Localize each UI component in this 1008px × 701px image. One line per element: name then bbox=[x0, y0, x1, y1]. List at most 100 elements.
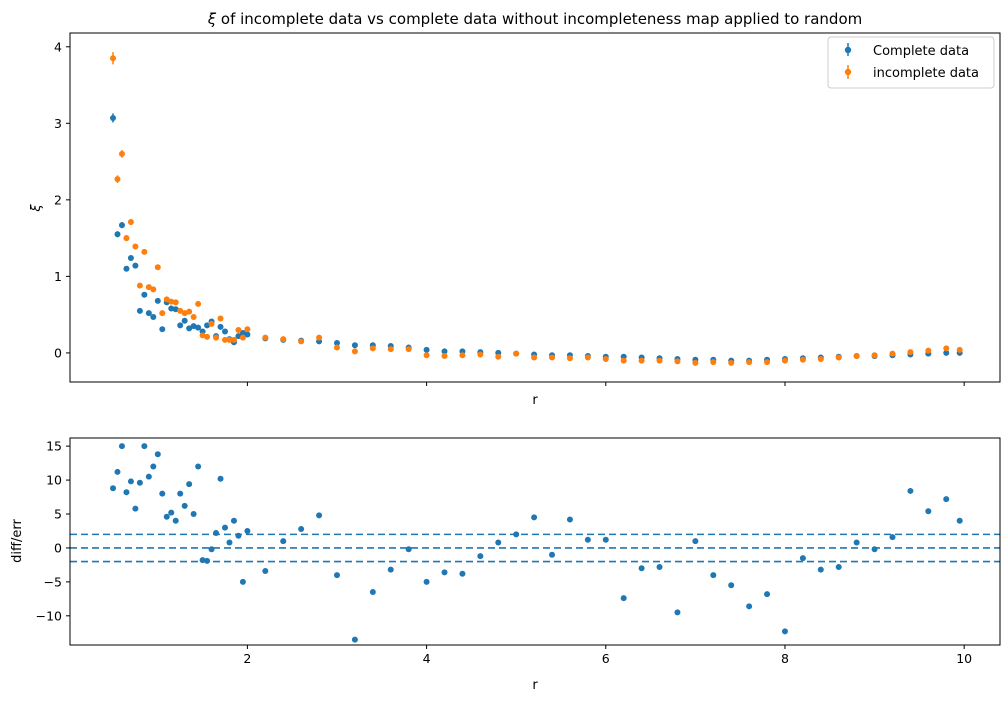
point-incomplete bbox=[746, 359, 753, 366]
point-diff bbox=[602, 536, 609, 543]
point-diff bbox=[405, 546, 412, 553]
point-diff bbox=[168, 509, 175, 516]
point-incomplete bbox=[172, 299, 179, 306]
point-diff bbox=[799, 555, 806, 562]
point-incomplete bbox=[141, 248, 148, 255]
point-diff bbox=[186, 481, 193, 488]
bottom-chart: 2 4 6 8 10 −10 −5 0 5 10 15 r diff/err bbox=[10, 437, 1001, 693]
point-diff bbox=[495, 539, 502, 546]
point-diff bbox=[369, 589, 376, 596]
point-incomplete bbox=[692, 359, 699, 366]
point-diff bbox=[531, 514, 538, 521]
bottom-x-tick-label: 8 bbox=[781, 651, 789, 666]
bottom-y-tick-label: 10 bbox=[46, 473, 62, 488]
point-complete bbox=[110, 114, 117, 121]
point-incomplete bbox=[387, 346, 394, 353]
point-diff bbox=[235, 532, 242, 539]
point-diff bbox=[351, 636, 358, 643]
bottom-x-tick-label: 6 bbox=[602, 651, 610, 666]
point-incomplete bbox=[495, 353, 502, 360]
point-diff bbox=[853, 539, 860, 546]
point-complete bbox=[222, 328, 228, 335]
point-diff bbox=[441, 569, 448, 576]
point-incomplete bbox=[907, 349, 914, 356]
top-chart: ξ of incomplete data vs complete data wi… bbox=[29, 10, 1001, 408]
point-incomplete bbox=[195, 300, 202, 307]
point-incomplete bbox=[925, 347, 932, 354]
point-complete bbox=[114, 231, 121, 238]
point-incomplete bbox=[441, 352, 448, 359]
point-complete bbox=[168, 305, 175, 312]
point-incomplete bbox=[333, 344, 340, 351]
point-incomplete bbox=[710, 359, 717, 366]
legend-item-complete: Complete data bbox=[844, 43, 969, 59]
point-complete bbox=[217, 323, 224, 330]
point-diff bbox=[943, 496, 950, 503]
point-diff bbox=[204, 557, 211, 564]
point-complete bbox=[181, 317, 188, 324]
point-incomplete bbox=[477, 351, 484, 358]
point-diff bbox=[620, 595, 627, 602]
point-diff bbox=[459, 570, 466, 577]
point-diff bbox=[477, 553, 484, 560]
point-incomplete bbox=[127, 219, 134, 226]
point-diff bbox=[159, 490, 166, 497]
point-complete bbox=[132, 262, 139, 269]
point-diff bbox=[262, 568, 269, 575]
legend: Complete data incomplete data bbox=[827, 36, 995, 89]
point-diff bbox=[764, 591, 771, 598]
point-incomplete bbox=[262, 334, 269, 341]
point-diff bbox=[181, 502, 188, 509]
top-y-tick-label: 3 bbox=[54, 116, 62, 131]
point-incomplete bbox=[150, 286, 157, 293]
point-incomplete bbox=[674, 358, 681, 365]
point-complete bbox=[123, 265, 130, 272]
point-complete bbox=[177, 322, 184, 329]
point-incomplete bbox=[123, 235, 130, 242]
bottom-ticks: 2 4 6 8 10 −10 −5 0 5 10 15 bbox=[36, 439, 973, 666]
point-incomplete bbox=[799, 356, 806, 363]
top-ticks: 0 1 2 3 4 bbox=[54, 39, 965, 386]
point-diff bbox=[889, 534, 896, 541]
top-y-tick-label: 0 bbox=[54, 345, 62, 360]
point-incomplete bbox=[781, 357, 788, 364]
point-diff bbox=[208, 546, 215, 553]
point-diff bbox=[817, 566, 824, 573]
point-incomplete bbox=[620, 357, 627, 364]
point-diff bbox=[163, 513, 170, 520]
point-complete bbox=[154, 297, 161, 304]
point-incomplete bbox=[728, 359, 735, 366]
point-diff bbox=[298, 525, 305, 532]
point-diff bbox=[387, 566, 394, 573]
point-diff bbox=[566, 516, 573, 523]
point-incomplete bbox=[351, 348, 358, 355]
point-incomplete bbox=[584, 354, 591, 361]
point-diff bbox=[835, 563, 842, 570]
legend-marker-complete bbox=[844, 46, 852, 54]
point-incomplete bbox=[405, 346, 412, 353]
reference-lines bbox=[70, 533, 1000, 563]
bottom-y-tick-label: −5 bbox=[44, 574, 62, 589]
top-y-tick-label: 2 bbox=[54, 192, 62, 207]
point-diff bbox=[423, 578, 430, 585]
point-incomplete bbox=[244, 326, 251, 333]
point-diff bbox=[114, 468, 121, 475]
top-plot-frame bbox=[69, 32, 1001, 383]
point-diff bbox=[123, 489, 130, 496]
point-incomplete bbox=[817, 356, 824, 363]
point-diff bbox=[244, 527, 251, 534]
point-incomplete bbox=[602, 356, 609, 363]
bottom-x-tick-label: 10 bbox=[956, 651, 972, 666]
point-diff bbox=[781, 628, 788, 635]
point-incomplete bbox=[177, 307, 184, 314]
point-incomplete bbox=[159, 310, 166, 317]
point-incomplete bbox=[239, 334, 246, 341]
point-incomplete bbox=[114, 176, 121, 183]
top-y-tick-label: 4 bbox=[54, 39, 62, 54]
point-complete bbox=[159, 326, 166, 333]
point-incomplete bbox=[132, 243, 139, 250]
point-complete bbox=[127, 255, 134, 262]
top-y-axis-label: ξ bbox=[29, 204, 44, 213]
point-diff bbox=[226, 539, 233, 546]
